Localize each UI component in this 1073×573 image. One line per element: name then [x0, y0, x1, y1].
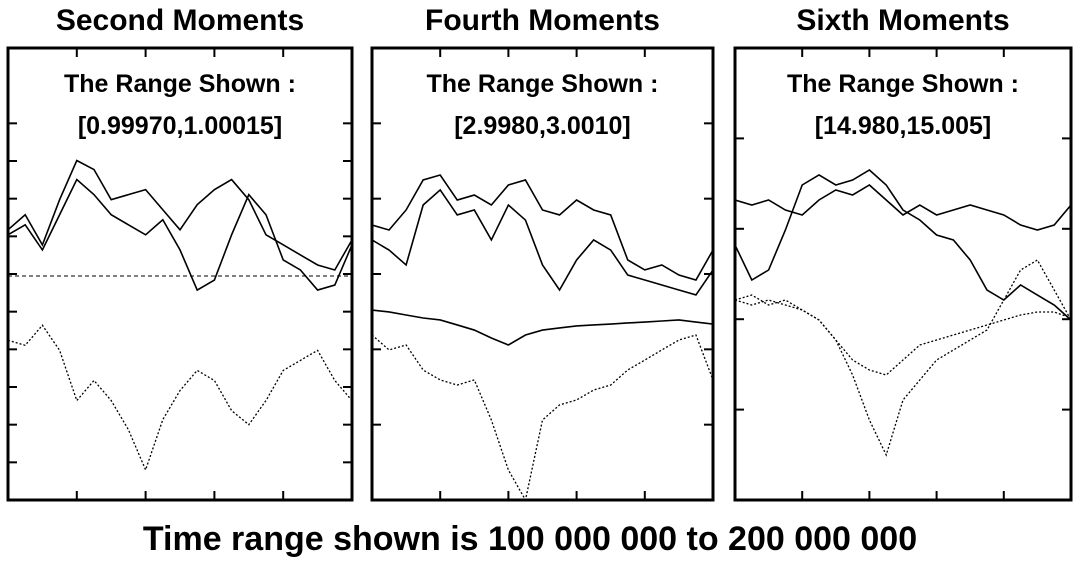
series-line [372, 188, 713, 296]
panel-title: Fourth Moments [425, 4, 660, 37]
panel: Second Moments The Range Shown : [0.99970,… [6, 4, 354, 502]
series-line [372, 174, 713, 281]
panel-frame [733, 46, 1073, 502]
range-note: The Range Shown : [427, 70, 659, 98]
series-line [8, 178, 352, 292]
series-line [8, 159, 352, 271]
series-line [8, 324, 352, 472]
plot-area [8, 159, 352, 472]
range-note: The Range Shown : [64, 70, 296, 98]
range-note: [14.980,15.005] [815, 112, 992, 140]
panel: Sixth Moments The Range Shown : [14.980,15… [733, 4, 1073, 502]
caption: Time range shown is 100 000 000 to 200 0… [143, 520, 917, 558]
series-line [735, 259, 1071, 457]
panel-title: Sixth Moments [796, 4, 1009, 37]
range-note: [2.9980,3.0010] [454, 112, 631, 140]
plot-area [372, 174, 713, 500]
series-line [735, 299, 1071, 376]
series-line [372, 334, 713, 500]
series-line [372, 309, 713, 346]
series-line [735, 169, 1071, 321]
plot-area [735, 169, 1071, 457]
range-note: [0.99970,1.00015] [78, 112, 282, 140]
series-line [735, 184, 1071, 231]
panel: Fourth Moments The Range Shown : [2.9980,3… [370, 4, 715, 502]
panel-title: Second Moments [56, 4, 304, 37]
range-note: The Range Shown : [787, 70, 1019, 98]
